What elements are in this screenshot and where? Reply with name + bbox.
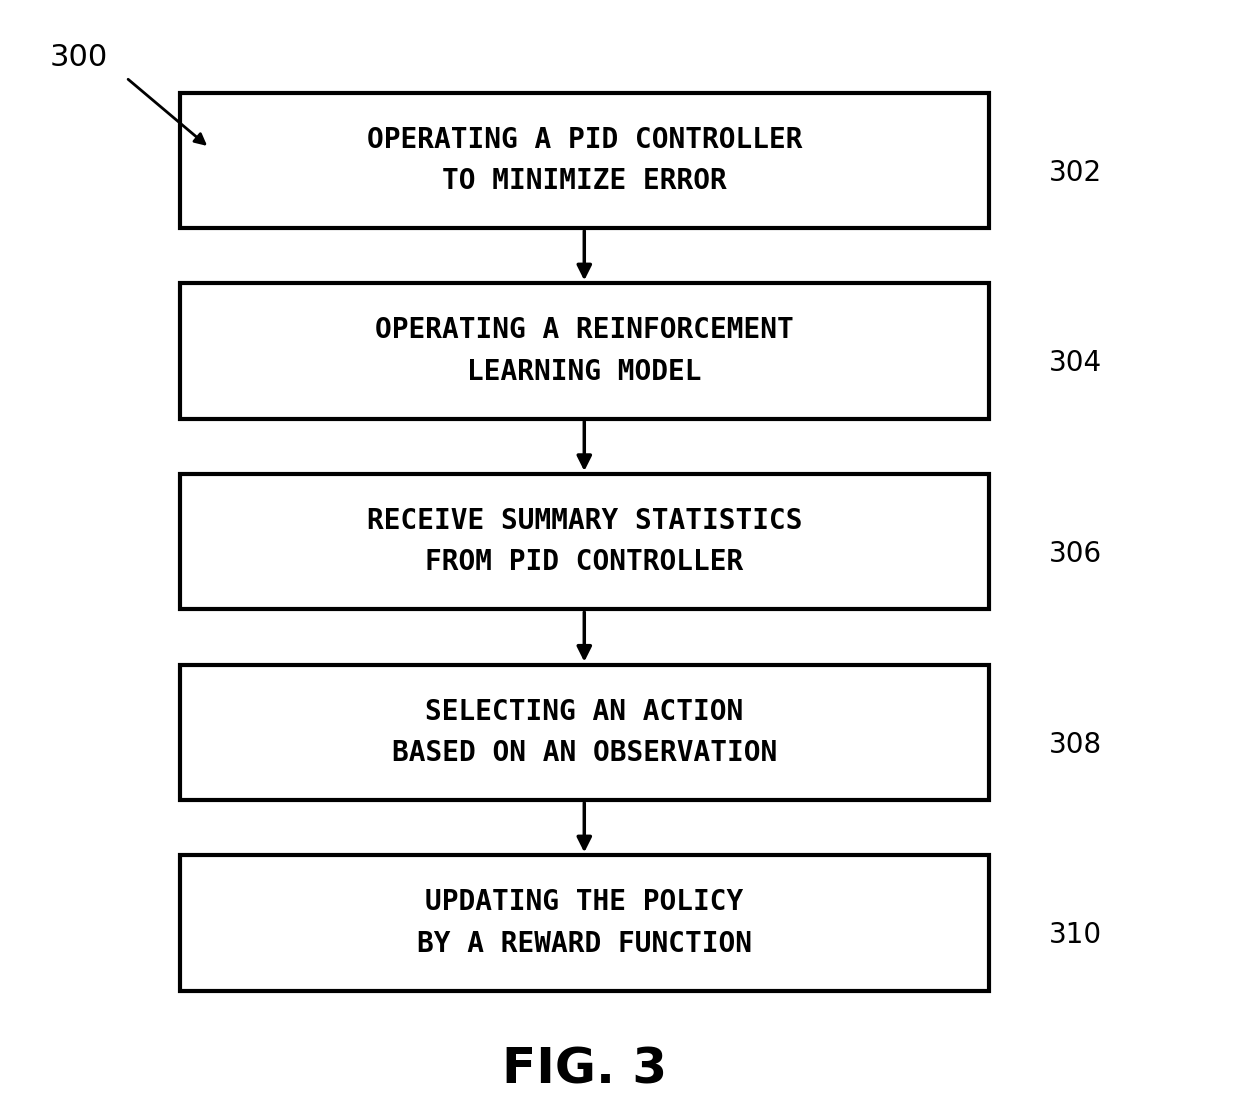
Text: UPDATING THE POLICY
BY A REWARD FUNCTION: UPDATING THE POLICY BY A REWARD FUNCTION	[417, 889, 751, 958]
FancyBboxPatch shape	[180, 855, 990, 991]
Text: OPERATING A REINFORCEMENT
LEARNING MODEL: OPERATING A REINFORCEMENT LEARNING MODEL	[374, 317, 794, 386]
FancyBboxPatch shape	[180, 665, 990, 801]
Text: 300: 300	[50, 42, 108, 72]
Text: RECEIVE SUMMARY STATISTICS
FROM PID CONTROLLER: RECEIVE SUMMARY STATISTICS FROM PID CONT…	[367, 507, 802, 576]
Text: OPERATING A PID CONTROLLER
TO MINIMIZE ERROR: OPERATING A PID CONTROLLER TO MINIMIZE E…	[367, 126, 802, 195]
FancyBboxPatch shape	[180, 93, 990, 227]
Text: 304: 304	[1049, 349, 1101, 378]
FancyBboxPatch shape	[180, 474, 990, 609]
Text: 310: 310	[1049, 921, 1101, 950]
Text: 308: 308	[1049, 730, 1101, 759]
Text: SELECTING AN ACTION
BASED ON AN OBSERVATION: SELECTING AN ACTION BASED ON AN OBSERVAT…	[392, 698, 777, 767]
FancyBboxPatch shape	[180, 283, 990, 418]
Text: FIG. 3: FIG. 3	[502, 1046, 667, 1094]
Text: 302: 302	[1049, 158, 1101, 187]
Text: 306: 306	[1049, 540, 1101, 569]
